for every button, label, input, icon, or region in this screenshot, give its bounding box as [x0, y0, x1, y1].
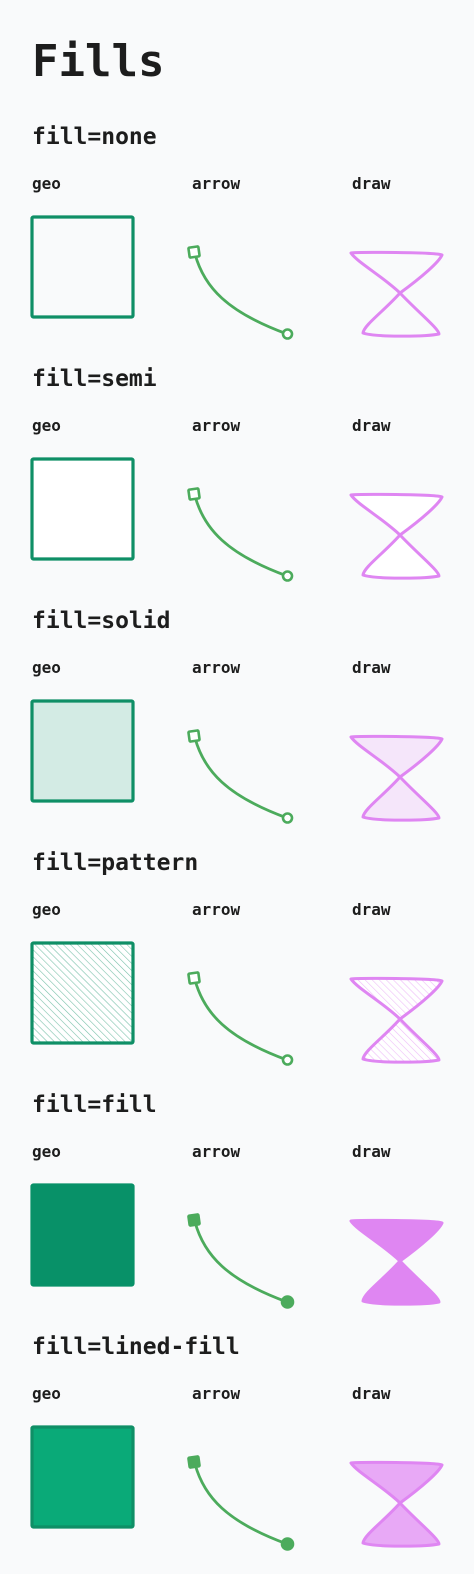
column-label-arrow: arrow: [192, 658, 241, 677]
column-label-geo: geo: [32, 1142, 61, 1161]
draw-shape[interactable]: [344, 938, 454, 1064]
column-label-draw: draw: [352, 1142, 391, 1161]
draw-shape[interactable]: [344, 1180, 454, 1306]
column-label-geo: geo: [32, 658, 61, 677]
column-label-draw: draw: [352, 1384, 391, 1403]
arrow-shape[interactable]: [182, 938, 294, 1066]
column-label-draw: draw: [352, 416, 391, 435]
fill-section-lined-fill: fill=lined-fill geo arrow draw: [0, 1332, 474, 1574]
column-label-geo: geo: [32, 1384, 61, 1403]
column-label-geo: geo: [32, 416, 61, 435]
column-label-arrow: arrow: [192, 416, 241, 435]
section-title: fill=pattern: [32, 850, 199, 876]
geo-shape[interactable]: [28, 938, 138, 1048]
arrow-shape[interactable]: [182, 696, 294, 824]
arrow-shape[interactable]: [182, 454, 294, 582]
geo-shape[interactable]: [28, 1180, 138, 1290]
fill-section-pattern: fill=pattern geo arrow draw: [0, 848, 474, 1090]
section-title: fill=none: [32, 124, 157, 150]
fill-section-fill: fill=fill geo arrow draw: [0, 1090, 474, 1332]
draw-shape[interactable]: [344, 696, 454, 822]
column-label-geo: geo: [32, 174, 61, 193]
column-label-arrow: arrow: [192, 1384, 241, 1403]
draw-shape[interactable]: [344, 1422, 454, 1548]
page-title: Fills: [32, 36, 165, 87]
fill-section-semi: fill=semi geo arrow draw: [0, 364, 474, 606]
column-label-draw: draw: [352, 900, 391, 919]
fill-section-solid: fill=solid geo arrow draw: [0, 606, 474, 848]
geo-shape[interactable]: [28, 1422, 138, 1532]
arrow-shape[interactable]: [182, 1180, 295, 1309]
column-label-arrow: arrow: [192, 900, 241, 919]
column-label-geo: geo: [32, 900, 61, 919]
arrow-shape[interactable]: [182, 1422, 295, 1551]
section-title: fill=lined-fill: [32, 1334, 240, 1360]
section-title: fill=solid: [32, 608, 171, 634]
draw-shape[interactable]: [344, 212, 454, 338]
section-title: fill=semi: [32, 366, 157, 392]
column-label-arrow: arrow: [192, 174, 241, 193]
draw-shape[interactable]: [344, 454, 454, 580]
geo-shape[interactable]: [28, 212, 138, 322]
arrow-shape[interactable]: [182, 212, 294, 340]
fill-section-none: fill=none geo arrow draw: [0, 122, 474, 364]
column-label-draw: draw: [352, 658, 391, 677]
geo-shape[interactable]: [28, 696, 138, 806]
section-title: fill=fill: [32, 1092, 157, 1118]
column-label-arrow: arrow: [192, 1142, 241, 1161]
column-label-draw: draw: [352, 174, 391, 193]
geo-shape[interactable]: [28, 454, 138, 564]
